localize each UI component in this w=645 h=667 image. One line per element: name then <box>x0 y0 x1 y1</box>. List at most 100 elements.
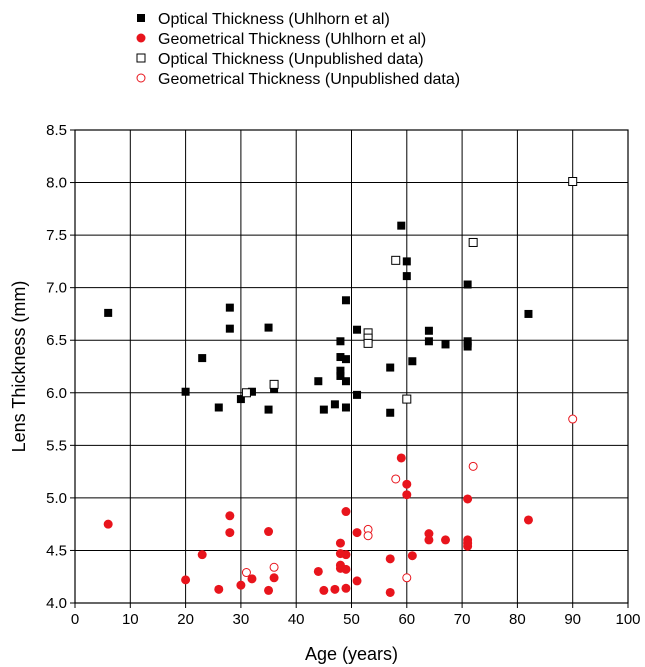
data-point <box>463 342 472 351</box>
data-point <box>463 494 473 504</box>
data-point <box>341 583 351 593</box>
data-point <box>264 527 274 537</box>
data-point <box>386 408 395 417</box>
x-tick-label: 40 <box>288 611 305 628</box>
legend-item: Optical Thickness (Uhlhorn et al) <box>137 11 390 28</box>
series-2 <box>103 453 533 597</box>
data-point <box>463 280 472 289</box>
data-point <box>424 529 434 539</box>
legend-label: Optical Thickness (Uhlhorn et al) <box>158 11 390 28</box>
data-point <box>104 308 113 317</box>
data-point <box>214 403 223 412</box>
legend-marker <box>136 53 146 63</box>
data-point <box>402 573 412 583</box>
data-point <box>424 337 433 346</box>
data-point <box>181 387 190 396</box>
legend-item: Geometrical Thickness (Unpublished data) <box>136 71 460 88</box>
x-tick-label: 100 <box>615 611 640 628</box>
data-point <box>385 554 395 564</box>
x-tick-label: 0 <box>71 611 79 628</box>
data-point <box>236 580 246 590</box>
data-point <box>269 379 279 389</box>
data-point <box>313 566 323 576</box>
data-point <box>269 562 279 572</box>
data-point <box>225 511 235 521</box>
data-point <box>103 519 113 529</box>
y-tick-label: 4.0 <box>46 595 67 612</box>
data-point <box>225 528 235 538</box>
legend-marker <box>136 73 146 83</box>
data-point <box>402 394 412 404</box>
data-point <box>391 474 401 484</box>
data-point <box>330 584 340 594</box>
legend-label: Geometrical Thickness (Uhlhorn et al) <box>158 31 426 48</box>
y-axis-title: Lens Thickness (mm) <box>9 281 29 453</box>
data-point <box>341 296 350 305</box>
x-tick-label: 60 <box>398 611 415 628</box>
data-point <box>247 387 256 396</box>
data-point <box>397 221 406 230</box>
data-point <box>402 257 411 266</box>
legend-label: Geometrical Thickness (Unpublished data) <box>158 71 460 88</box>
data-point <box>336 337 345 346</box>
data-point <box>319 405 328 414</box>
y-tick-label: 7.5 <box>46 227 67 244</box>
data-point <box>385 587 395 597</box>
data-point <box>335 538 345 548</box>
axis-ticks <box>70 129 629 608</box>
data-point <box>241 388 251 398</box>
data-point <box>386 363 395 372</box>
data-point <box>241 568 251 578</box>
y-tick-label: 4.5 <box>46 542 67 559</box>
data-point <box>396 453 406 463</box>
data-point <box>341 507 351 517</box>
data-point <box>269 573 279 583</box>
data-point <box>181 575 191 585</box>
data-point <box>568 177 578 187</box>
data-point <box>341 403 350 412</box>
y-tick-label: 5.5 <box>46 437 67 454</box>
data-point <box>353 325 362 334</box>
data-point <box>225 324 234 333</box>
data-point <box>264 323 273 332</box>
data-point <box>264 585 274 595</box>
data-point <box>363 338 373 348</box>
data-point <box>341 377 350 386</box>
x-tick-label: 10 <box>122 611 139 628</box>
gridlines <box>75 130 628 603</box>
y-tick-label: 8.5 <box>46 122 67 139</box>
legend-marker <box>137 14 145 22</box>
x-tick-label: 20 <box>177 611 194 628</box>
data-point <box>463 541 473 551</box>
data-point <box>341 564 351 574</box>
data-point <box>441 340 450 349</box>
legend: Optical Thickness (Uhlhorn et al) Geometr… <box>136 11 460 88</box>
data-point <box>468 461 478 471</box>
data-points <box>103 177 578 597</box>
data-point <box>319 585 329 595</box>
y-tick-label: 5.0 <box>46 490 67 507</box>
data-point <box>402 272 411 281</box>
data-point <box>523 515 533 525</box>
data-point <box>336 371 345 380</box>
x-tick-label: 50 <box>343 611 360 628</box>
data-point <box>468 237 478 247</box>
data-point <box>402 490 412 500</box>
x-tick-label: 70 <box>454 611 471 628</box>
y-tick-label: 6.0 <box>46 385 67 402</box>
data-point <box>568 414 578 424</box>
data-point <box>214 584 224 594</box>
legend-item: Geometrical Thickness (Uhlhorn et al) <box>136 31 426 48</box>
x-tick-label: 80 <box>509 611 526 628</box>
data-point <box>236 395 245 404</box>
data-point <box>391 255 401 265</box>
data-point <box>441 535 451 545</box>
series-4 <box>241 414 578 583</box>
axis-tick-labels: 0 10 20 30 40 50 60 70 80 90 100 4.0 4.5 5.0 5.5 6.0 6.5… <box>46 122 640 628</box>
y-tick-label: 7.0 <box>46 280 67 297</box>
series-1 <box>104 221 533 417</box>
x-tick-label: 90 <box>564 611 581 628</box>
data-point <box>197 550 207 560</box>
x-axis-title: Age (years) <box>305 644 398 664</box>
